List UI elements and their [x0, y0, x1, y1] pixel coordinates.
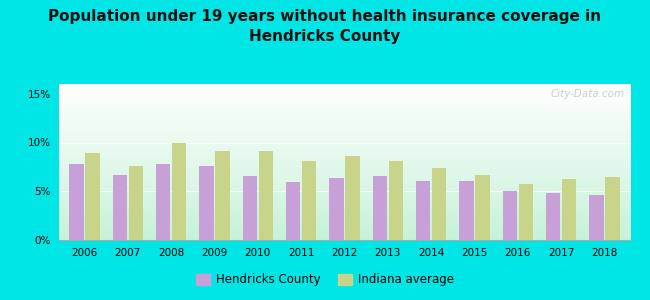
Bar [85, 153, 99, 240]
Bar [70, 164, 84, 240]
Bar [416, 181, 430, 240]
Bar [546, 193, 560, 240]
Bar [259, 151, 273, 240]
Bar [302, 161, 317, 240]
Bar [372, 176, 387, 240]
Bar [242, 176, 257, 240]
Text: City-Data.com: City-Data.com [551, 89, 625, 99]
Bar [129, 166, 143, 240]
Legend: Hendricks County, Indiana average: Hendricks County, Indiana average [191, 269, 459, 291]
Bar [605, 177, 619, 240]
Bar [112, 175, 127, 240]
Bar [460, 181, 474, 240]
Bar [590, 195, 604, 240]
Bar [502, 191, 517, 240]
Bar [345, 156, 359, 240]
Bar [562, 178, 577, 240]
Bar [286, 182, 300, 240]
Bar [475, 175, 489, 240]
Bar [432, 168, 447, 240]
Text: Population under 19 years without health insurance coverage in
Hendricks County: Population under 19 years without health… [49, 9, 601, 44]
Bar [172, 143, 187, 240]
Bar [156, 164, 170, 240]
Bar [330, 178, 344, 240]
Bar [200, 166, 214, 240]
Bar [389, 161, 403, 240]
Bar [519, 184, 533, 240]
Bar [215, 151, 229, 240]
